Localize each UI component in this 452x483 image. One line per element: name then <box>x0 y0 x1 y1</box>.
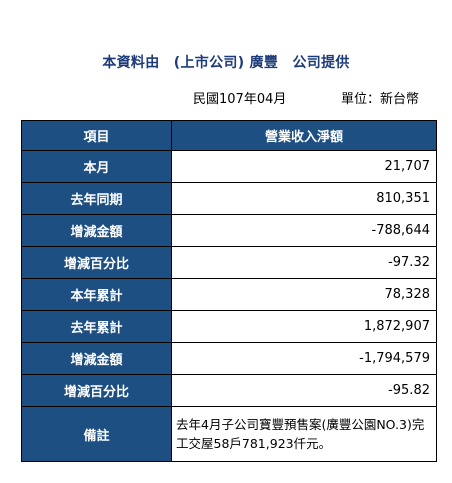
row-value: -1,794,579 <box>171 342 437 375</box>
row-label: 增減百分比 <box>21 246 172 279</box>
row-value: 78,328 <box>171 278 437 311</box>
table-row: 增減金額 -1,794,579 <box>21 342 437 375</box>
table-row: 增減金額 -788,644 <box>21 214 437 247</box>
row-label: 增減金額 <box>21 214 172 247</box>
row-label: 本年累計 <box>21 278 172 311</box>
table-row: 本年累計 78,328 <box>21 278 437 311</box>
row-value: 21,707 <box>171 150 437 183</box>
currency-unit: 單位：新台幣 <box>341 92 420 107</box>
table-row: 去年累計 1,872,907 <box>21 310 437 343</box>
row-label: 去年累計 <box>21 310 172 343</box>
note-label: 備註 <box>21 406 172 462</box>
row-label: 本月 <box>21 150 172 183</box>
table-header-row: 項目 營業收入淨額 <box>21 120 437 151</box>
note-text: 去年4月子公司寶豐預售案(廣豐公園NO.3)完工交屋58戶781,923仟元。 <box>171 406 437 462</box>
row-label: 去年同期 <box>21 182 172 215</box>
note-row: 備註 去年4月子公司寶豐預售案(廣豐公園NO.3)完工交屋58戶781,923仟… <box>21 406 437 462</box>
table-row: 增減百分比 -97.32 <box>21 246 437 279</box>
row-value: -95.82 <box>171 374 437 407</box>
table-row: 去年同期 810,351 <box>21 182 437 215</box>
row-value: 810,351 <box>171 182 437 215</box>
table-row: 本月 21,707 <box>21 150 437 183</box>
row-value: 1,872,907 <box>171 310 437 343</box>
column-header-revenue: 營業收入淨額 <box>171 120 437 151</box>
row-value: -97.32 <box>171 246 437 279</box>
table-row: 增減百分比 -95.82 <box>21 374 437 407</box>
column-header-item: 項目 <box>21 120 172 151</box>
row-value: -788,644 <box>171 214 437 247</box>
report-period: 民國107年04月 <box>193 92 287 107</box>
revenue-table: 項目 營業收入淨額 本月 21,707 去年同期 810,351 增減金額 -7… <box>21 120 437 462</box>
row-label: 增減金額 <box>21 342 172 375</box>
report-title: 本資料由 (上市公司) 廣豐 公司提供 <box>102 55 350 71</box>
row-label: 增減百分比 <box>21 374 172 407</box>
